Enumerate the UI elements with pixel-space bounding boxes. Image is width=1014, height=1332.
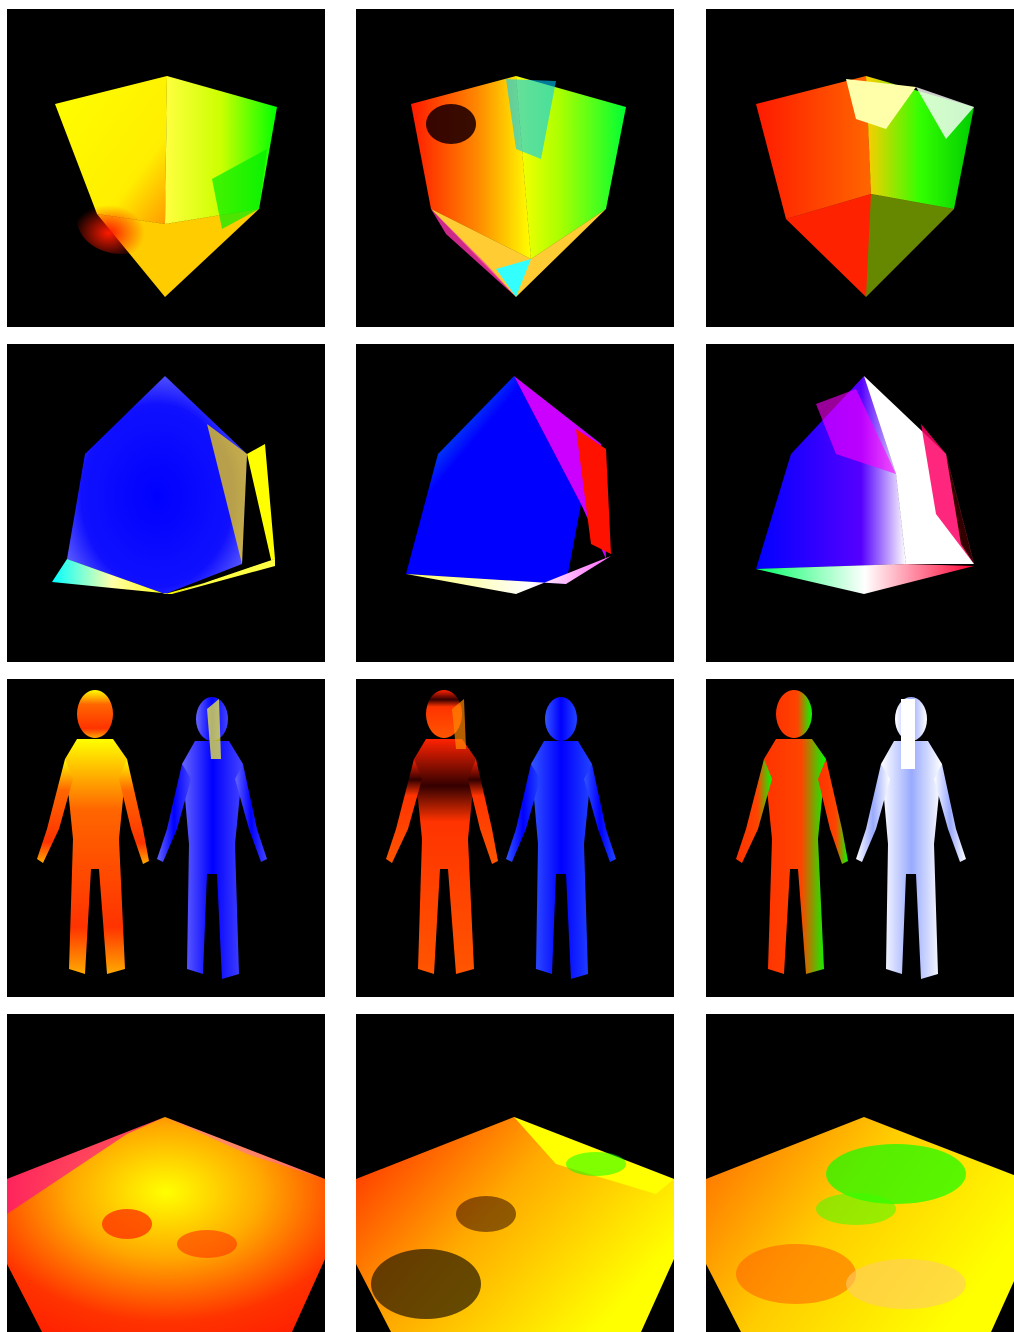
cube-render — [756, 76, 974, 297]
panel-cube-1 — [7, 9, 325, 327]
terrain-render — [7, 1117, 325, 1332]
terrain-render — [706, 1117, 1014, 1332]
terrain-render — [356, 1117, 674, 1332]
cube-render — [411, 76, 626, 297]
panel-figures-1 — [7, 679, 325, 997]
cube-render — [52, 376, 275, 594]
figures-render — [736, 690, 966, 979]
cube-render — [55, 76, 277, 297]
panel-terrain-1 — [7, 1014, 325, 1332]
panel-cube-2 — [356, 9, 674, 327]
cube-render — [406, 376, 611, 594]
figures-render — [37, 690, 267, 979]
panel-figures-3 — [706, 679, 1014, 997]
panel-cube-6 — [706, 344, 1014, 662]
panel-terrain-3 — [706, 1014, 1014, 1332]
cube-render — [756, 376, 974, 594]
panel-terrain-2 — [356, 1014, 674, 1332]
panel-cube-3 — [706, 9, 1014, 327]
panel-figures-2 — [356, 679, 674, 997]
panel-cube-5 — [356, 344, 674, 662]
figures-render — [386, 690, 616, 979]
panel-cube-4 — [7, 344, 325, 662]
